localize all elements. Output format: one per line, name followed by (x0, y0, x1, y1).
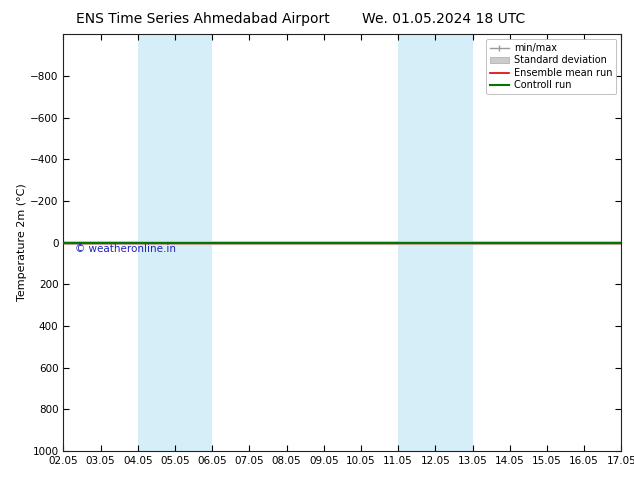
Text: ENS Time Series Ahmedabad Airport: ENS Time Series Ahmedabad Airport (76, 12, 330, 26)
Legend: min/max, Standard deviation, Ensemble mean run, Controll run: min/max, Standard deviation, Ensemble me… (486, 39, 616, 94)
Bar (398, 34, 472, 451)
Text: We. 01.05.2024 18 UTC: We. 01.05.2024 18 UTC (362, 12, 526, 26)
Bar (138, 34, 212, 451)
Text: © weatheronline.in: © weatheronline.in (75, 244, 176, 254)
Y-axis label: Temperature 2m (°C): Temperature 2m (°C) (17, 184, 27, 301)
